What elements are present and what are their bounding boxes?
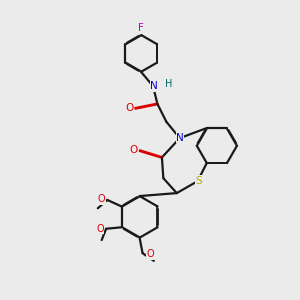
Text: O: O [125,103,133,113]
Text: N: N [176,133,184,142]
Text: O: O [146,249,154,259]
Text: O: O [130,145,138,155]
Text: F: F [138,23,143,33]
Text: H: H [165,79,172,89]
Text: O: O [98,194,105,204]
Text: S: S [195,176,202,186]
Text: N: N [150,81,158,91]
Text: O: O [96,224,104,234]
